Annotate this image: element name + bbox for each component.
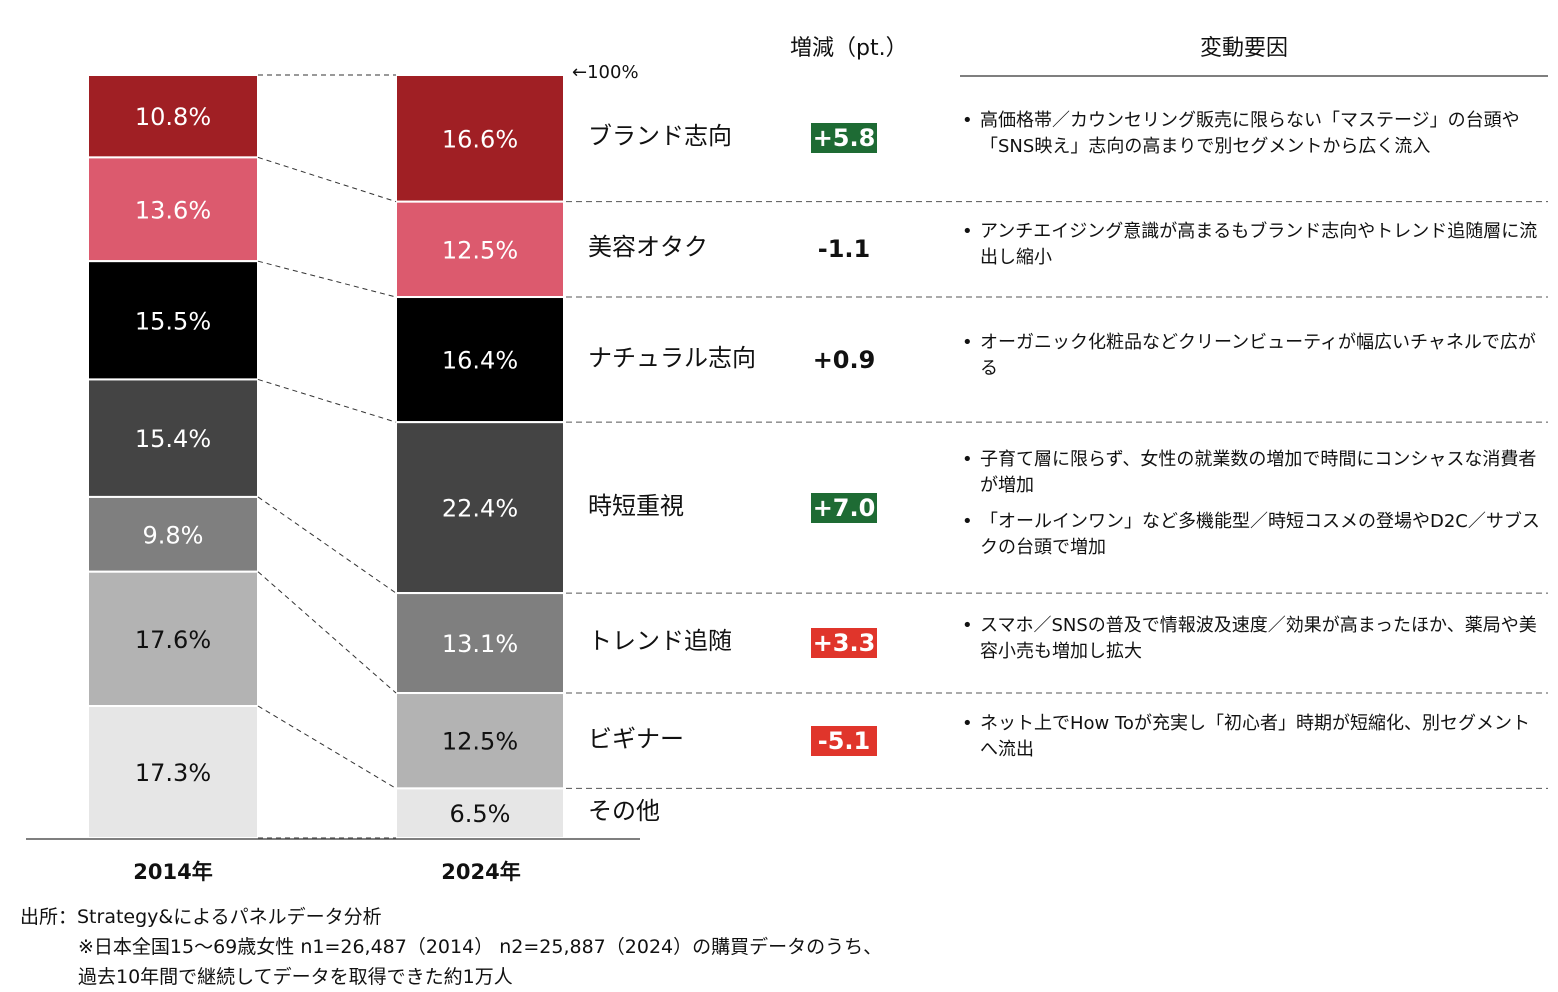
connector-line-5 xyxy=(257,571,397,694)
bar-segment-1-3 xyxy=(395,421,565,595)
change-column-header: 増減（pt.） xyxy=(790,36,908,61)
data-label-1-0: 16.6% xyxy=(442,125,518,153)
data-label-1-2: 16.4% xyxy=(442,347,518,375)
factor-bullet: 「オールインワン」など多機能型／時短コスメの登場やD2C／サブスクの台頭で増加 xyxy=(960,509,1545,561)
year-label-2014: 2014年 xyxy=(133,860,213,884)
source-line-2: ※日本全国15～69歳女性 n1=26,487（2014） n2=25,887（… xyxy=(78,936,883,958)
data-label-1-3: 22.4% xyxy=(442,495,518,523)
factor-bullet: 高価格帯／カウンセリング販売に限らない「マステージ」の台頭や「SNS映え」志向の… xyxy=(960,108,1545,160)
connector-line-6 xyxy=(257,705,397,789)
year-label-2024: 2024年 xyxy=(441,860,521,884)
delta-badge: +0.9 xyxy=(812,345,876,374)
segment-name: 時短重視 xyxy=(588,491,684,520)
data-label-0-5: 17.6% xyxy=(135,626,211,654)
segment-name: ブランド志向 xyxy=(588,122,732,151)
data-label-0-4: 9.8% xyxy=(143,521,204,549)
source-line-1: 出所：Strategy&によるパネルデータ分析 xyxy=(20,906,382,928)
factor-bullet: ネット上でHow Toが充実し「初心者」時期が短縮化、別セグメントへ流出 xyxy=(960,711,1545,763)
data-label-0-0: 10.8% xyxy=(135,103,211,131)
delta-badge: +3.3 xyxy=(811,628,877,659)
connector-line-1 xyxy=(257,156,397,203)
bar-segment-0-0 xyxy=(87,74,259,159)
data-label-0-1: 13.6% xyxy=(135,196,211,224)
segment-name: ナチュラル志向 xyxy=(588,343,756,372)
bar-segment-1-1 xyxy=(395,200,565,299)
factor-bullet: スマホ／SNSの普及で情報波及速度／効果が高まったほか、薬局や美容小売も増加し拡… xyxy=(960,613,1545,665)
bar-segment-1-5 xyxy=(395,692,565,790)
factor-bullet: 子育て層に限らず、女性の就業数の増加で時間にコンシャスな消費者が増加 xyxy=(960,447,1545,499)
bar-segment-0-2 xyxy=(87,260,259,381)
delta-badge: +7.0 xyxy=(811,492,877,523)
data-label-1-5: 12.5% xyxy=(442,728,518,756)
factor-column-header: 変動要因 xyxy=(1200,36,1289,61)
bar-segment-0-1 xyxy=(87,156,259,263)
connector-line-2 xyxy=(257,260,397,298)
delta-badge: -5.1 xyxy=(811,725,877,756)
data-label-0-3: 15.4% xyxy=(135,425,211,453)
bar-segment-0-6 xyxy=(87,705,259,839)
bar-segment-1-0 xyxy=(395,74,565,203)
segment-name: ビギナー xyxy=(588,724,684,753)
connector-line-3 xyxy=(257,378,397,423)
segment-name: その他 xyxy=(588,797,660,826)
segment-name: トレンド追随 xyxy=(588,627,732,656)
source-line-3: 過去10年間で継続してデータを取得できた約1万人 xyxy=(78,966,513,988)
delta-badge: +5.8 xyxy=(811,123,877,154)
data-label-0-2: 15.5% xyxy=(135,307,211,335)
hundred-percent-marker: ←100% xyxy=(572,62,639,83)
data-label-1-4: 13.1% xyxy=(442,630,518,658)
factor-bullet: オーガニック化粧品などクリーンビューティが幅広いチャネルで広がる xyxy=(960,330,1545,382)
segment-name: 美容オタク xyxy=(588,233,708,262)
data-label-0-6: 17.3% xyxy=(135,759,211,787)
connector-line-4 xyxy=(257,496,397,594)
delta-badge: -1.1 xyxy=(817,235,871,264)
data-label-1-1: 12.5% xyxy=(442,236,518,264)
bar-segment-1-4 xyxy=(395,592,565,695)
data-label-1-6: 6.5% xyxy=(450,800,511,828)
bar-segment-1-6 xyxy=(395,787,565,840)
factor-bullet: アンチエイジング意識が高まるもブランド志向やトレンド追随層に流出し縮小 xyxy=(960,219,1545,271)
